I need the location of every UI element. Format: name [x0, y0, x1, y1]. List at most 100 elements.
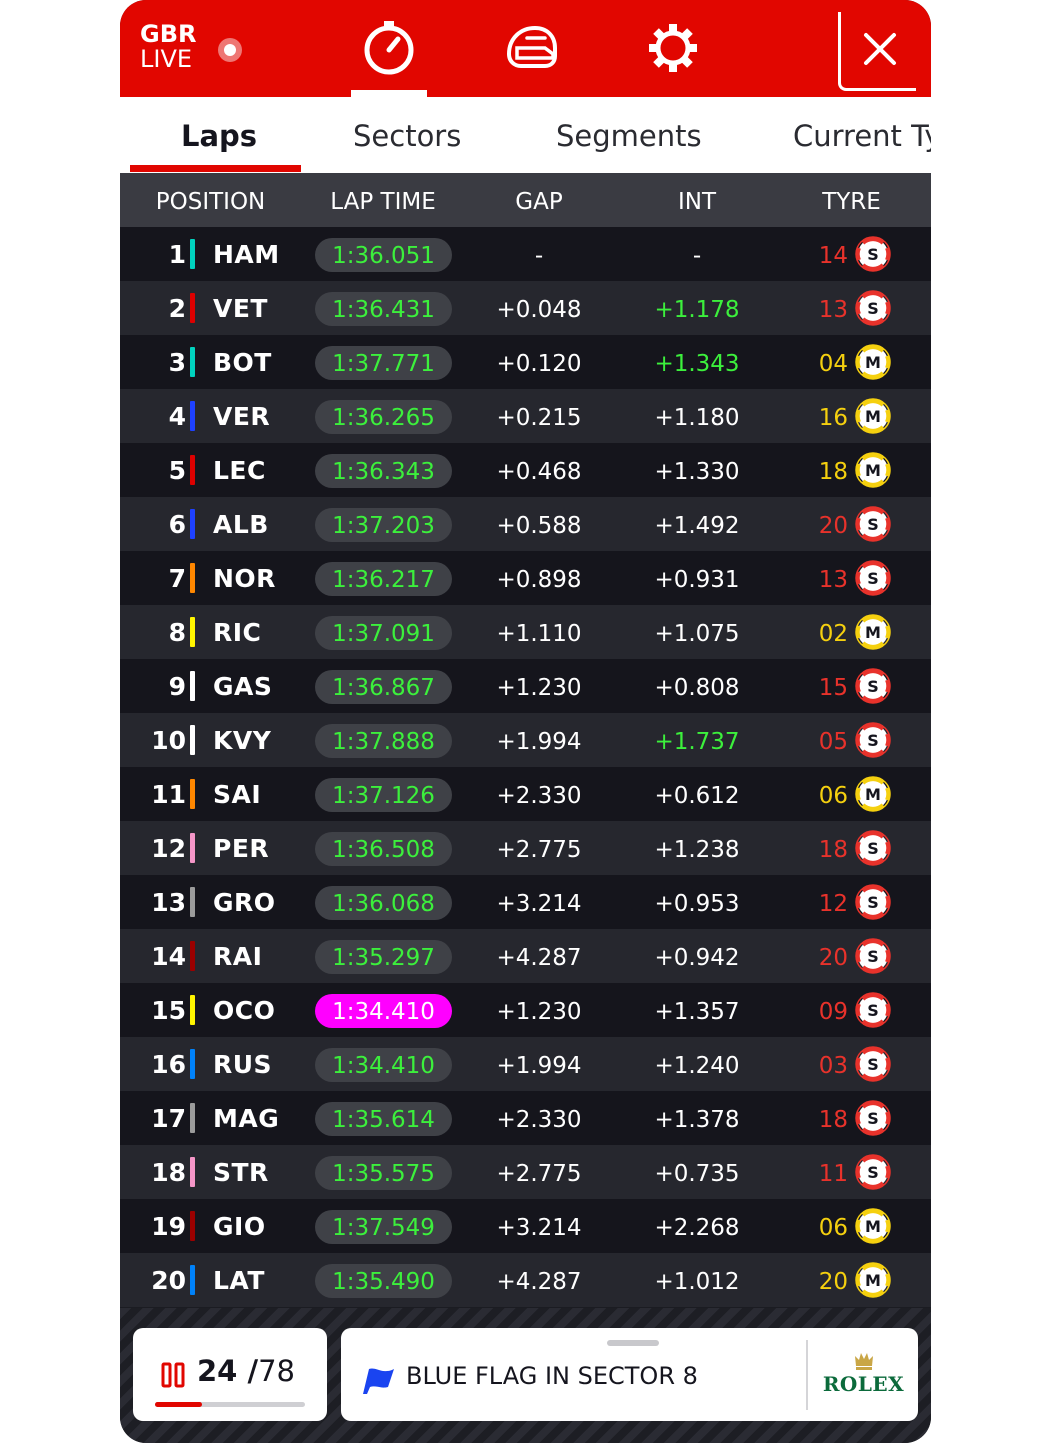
gap-value: +1.230: [496, 675, 582, 701]
driver-position: 20: [151, 1266, 186, 1295]
table-row[interactable]: 14 RAI 1:35.297 +4.287 +0.942 20 S: [120, 929, 931, 983]
lap-time: 1:37.126: [315, 778, 452, 812]
sponsor-name: ROLEX: [822, 1372, 905, 1396]
team-color-bar: [190, 1157, 195, 1187]
team-color-bar: [190, 617, 195, 647]
team-color-bar: [190, 347, 195, 377]
interval-value: +0.931: [654, 567, 740, 593]
gap-value: +1.110: [496, 621, 582, 647]
tyre-age: 09: [818, 999, 848, 1025]
tyre-compound: M: [865, 353, 881, 372]
lap-time: 1:34.410: [315, 1048, 452, 1082]
tyre-age: 11: [818, 1161, 848, 1187]
helmet-icon[interactable]: [501, 18, 561, 78]
tab-sectors[interactable]: Sectors: [353, 119, 462, 153]
table-row[interactable]: 16 RUS 1:34.410 +1.994 +1.240 03 S: [120, 1037, 931, 1091]
lap-time: 1:35.614: [315, 1102, 452, 1136]
table-row[interactable]: 17 MAG 1:35.614 +2.330 +1.378 18 S: [120, 1091, 931, 1145]
brand-logo: GBR LIVE: [140, 22, 196, 72]
drag-handle[interactable]: [607, 1340, 659, 1346]
team-color-bar: [190, 725, 195, 755]
lap-progress-bar: [155, 1402, 305, 1407]
driver-position: 10: [151, 726, 186, 755]
table-row[interactable]: 13 GRO 1:36.068 +3.214 +0.953 12 S: [120, 875, 931, 929]
table-row[interactable]: 6 ALB 1:37.203 +0.588 +1.492 20 S: [120, 497, 931, 551]
table-row[interactable]: 5 LEC 1:36.343 +0.468 +1.330 18 M: [120, 443, 931, 497]
team-color-bar: [190, 1049, 195, 1079]
total-laps: 78: [258, 1354, 295, 1388]
table-row[interactable]: 7 NOR 1:36.217 +0.898 +0.931 13 S: [120, 551, 931, 605]
table-row[interactable]: 4 VER 1:36.265 +0.215 +1.180 16 M: [120, 389, 931, 443]
team-color-bar: [190, 509, 195, 539]
table-row[interactable]: 15 OCO 1:34.410 +1.230 +1.357 09 S: [120, 983, 931, 1037]
soft-tyre-icon: S: [855, 236, 891, 272]
medium-tyre-icon: M: [855, 344, 891, 380]
race-control-message-card[interactable]: BLUE FLAG IN SECTOR 8 ROLEX: [341, 1328, 918, 1421]
tab-current-tyres[interactable]: Current Tyres: [793, 119, 931, 153]
driver-code: MAG: [213, 1104, 280, 1133]
tyre-compound: S: [867, 677, 879, 696]
settings-icon[interactable]: [643, 18, 703, 78]
tab-segments[interactable]: Segments: [556, 119, 702, 153]
table-row[interactable]: 3 BOT 1:37.771 +0.120 +1.343 04 M: [120, 335, 931, 389]
soft-tyre-icon: S: [855, 884, 891, 920]
column-int: INT: [677, 189, 717, 215]
medium-tyre-icon: M: [855, 614, 891, 650]
table-row[interactable]: 11 SAI 1:37.126 +2.330 +0.612 06 M: [120, 767, 931, 821]
lap-time: 1:37.771: [315, 346, 452, 380]
driver-code: LAT: [213, 1266, 265, 1295]
interval-value: +1.075: [654, 621, 740, 647]
soft-tyre-icon: S: [855, 1046, 891, 1082]
tyre-age: 16: [818, 405, 848, 431]
soft-tyre-icon: S: [855, 722, 891, 758]
tyre-compound: S: [867, 1001, 879, 1020]
interval-value: +1.357: [654, 999, 740, 1025]
medium-tyre-icon: M: [855, 452, 891, 488]
table-row[interactable]: 20 LAT 1:35.490 +4.287 +1.012 20 M: [120, 1253, 931, 1307]
tab-laps[interactable]: Laps: [181, 119, 258, 153]
current-lap: 24: [197, 1354, 238, 1388]
gap-value: +4.287: [496, 945, 582, 971]
driver-position: 17: [151, 1104, 186, 1133]
team-color-bar: [190, 941, 195, 971]
table-row[interactable]: 9 GAS 1:36.867 +1.230 +0.808 15 S: [120, 659, 931, 713]
tyre-compound: M: [865, 785, 881, 804]
table-row[interactable]: 2 VET 1:36.431 +0.048 +1.178 13 S: [120, 281, 931, 335]
close-button[interactable]: [838, 12, 916, 91]
interval-value: +1.737: [654, 729, 740, 755]
lap-time: 1:35.490: [315, 1264, 452, 1298]
gap-value: +1.994: [496, 729, 582, 755]
brand-line-1: GBR: [140, 20, 197, 48]
table-row[interactable]: 10 KVY 1:37.888 +1.994 +1.737 05 S: [120, 713, 931, 767]
gap-value: +0.120: [496, 351, 582, 377]
tyre-age: 13: [818, 567, 848, 593]
tyre-age: 15: [818, 675, 848, 701]
driver-code: BOT: [213, 348, 272, 377]
table-row[interactable]: 12 PER 1:36.508 +2.775 +1.238 18 S: [120, 821, 931, 875]
stopwatch-icon[interactable]: [359, 18, 419, 78]
lap-time: 1:36.508: [315, 832, 452, 866]
lap-separator: /: [247, 1354, 259, 1388]
interval-value: +1.178: [654, 297, 740, 323]
lap-counter-card[interactable]: 24 /78: [133, 1328, 327, 1421]
tyre-compound: S: [867, 515, 879, 534]
tyre-compound: M: [865, 407, 881, 426]
lap-count-icon: [161, 1362, 185, 1388]
table-row[interactable]: 18 STR 1:35.575 +2.775 +0.735 11 S: [120, 1145, 931, 1199]
table-row[interactable]: 1 HAM 1:36.051 - - 14 S: [120, 227, 931, 281]
lap-time: 1:37.091: [315, 616, 452, 650]
driver-position: 13: [151, 888, 186, 917]
tyre-age: 18: [818, 1107, 848, 1133]
gap-value: +1.230: [496, 999, 582, 1025]
table-row[interactable]: 8 RIC 1:37.091 +1.110 +1.075 02 M: [120, 605, 931, 659]
driver-code: GRO: [213, 888, 276, 917]
tyre-age: 02: [818, 621, 848, 647]
driver-code: HAM: [213, 240, 280, 269]
table-row[interactable]: 19 GIO 1:37.549 +3.214 +2.268 06 M: [120, 1199, 931, 1253]
column-position: POSITION: [155, 189, 266, 215]
driver-position: 1: [168, 240, 186, 269]
soft-tyre-icon: S: [855, 938, 891, 974]
lap-time: 1:34.410: [315, 994, 452, 1028]
interval-value: +2.268: [654, 1215, 740, 1241]
interval-value: +1.343: [654, 351, 740, 377]
